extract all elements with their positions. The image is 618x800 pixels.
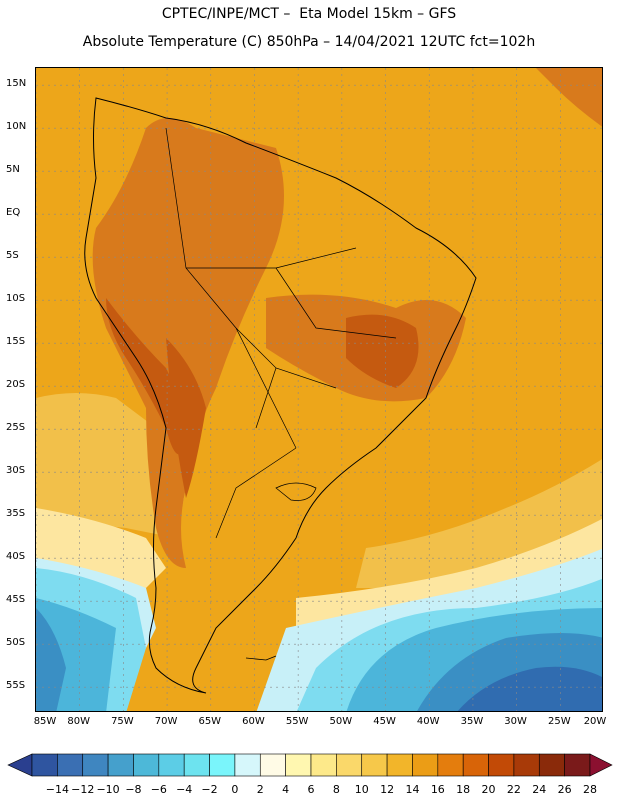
colorbar-box <box>538 753 565 777</box>
colorbar-box <box>209 753 236 777</box>
cold5-atlantic <box>457 666 602 711</box>
colorbar-box <box>336 753 363 777</box>
colorbar-label: 2 <box>256 783 264 796</box>
temperature-map[interactable] <box>35 67 603 712</box>
colorbar-label: 16 <box>430 783 445 796</box>
colorbar-box <box>158 753 185 777</box>
colorbar-label: 6 <box>307 783 315 796</box>
latitude-label: 25S <box>6 422 26 434</box>
colorbar-label: 24 <box>532 783 547 796</box>
latitude-label: 50S <box>6 637 26 649</box>
longitude-label: 30W <box>504 716 527 727</box>
latitude-label: 15S <box>6 336 26 348</box>
color-scale-bar <box>7 753 613 777</box>
colorbar-box <box>513 753 540 777</box>
latitude-label: 55S <box>6 680 26 692</box>
colorbar-label: 22 <box>506 783 521 796</box>
colorbar-label: −10 <box>96 783 120 796</box>
latitude-label: 15N <box>6 78 27 90</box>
latitude-label: 5N <box>6 164 20 176</box>
map-title-line1: CPTEC/INPE/MCT – Eta Model 15km – GFS <box>161 6 457 22</box>
colorbar-box <box>31 753 58 777</box>
colorbar-box <box>57 753 84 777</box>
colorbar-box <box>412 753 439 777</box>
longitude-label: 45W <box>373 716 396 727</box>
colorbar-label: −6 <box>150 783 167 796</box>
colorbar-label: 14 <box>405 783 420 796</box>
hot-patch-northeast <box>536 68 602 127</box>
latitude-label: 10S <box>6 293 26 305</box>
longitude-label: 60W <box>242 716 265 727</box>
colorbar-box <box>259 753 286 777</box>
colorbar-label: 12 <box>380 783 395 796</box>
colorbar-label: 4 <box>282 783 290 796</box>
latitude-label: 20S <box>6 379 26 391</box>
colorbar-box <box>361 753 388 777</box>
longitude-label: 75W <box>111 716 134 727</box>
longitude-label: 25W <box>547 716 571 727</box>
colorbar-box <box>133 753 160 777</box>
longitude-label: 65W <box>198 716 222 727</box>
latitude-label: 35S <box>6 508 26 520</box>
colorbar-box <box>488 753 515 777</box>
country-borders <box>165 127 397 539</box>
colorbar-label: −14 <box>45 783 69 796</box>
south-america-coastline <box>84 97 477 694</box>
colorbar-box <box>564 753 591 777</box>
longitude-label: 40W <box>416 716 440 727</box>
colorbar-box <box>386 753 413 777</box>
colorbar-overflow-arrow <box>589 753 613 777</box>
colorbar-box <box>310 753 337 777</box>
colorbar-label: −2 <box>201 783 218 796</box>
latitude-label: 40S <box>6 551 26 563</box>
latitude-label: 5S <box>6 250 19 262</box>
colorbar-box <box>82 753 109 777</box>
longitude-label: 85W <box>33 716 57 727</box>
map-title-line2: Absolute Temperature (C) 850hPa – 14/04/… <box>82 34 536 50</box>
longitude-label: 35W <box>460 716 484 727</box>
very-hot-plateau <box>346 314 419 388</box>
falkland-islands <box>245 655 277 661</box>
colorbar-label: 20 <box>481 783 496 796</box>
map-canvas <box>36 68 602 711</box>
hot-andes-band <box>92 118 285 568</box>
colorbar-label: 26 <box>557 783 572 796</box>
longitude-label: 20W <box>583 716 607 727</box>
latitude-label: 30S <box>6 465 26 477</box>
very-hot-andes <box>106 298 186 455</box>
cold4-pacific <box>36 608 66 711</box>
longitude-label: 55W <box>285 716 309 727</box>
rio-de-la-plata <box>275 482 317 501</box>
colorbar-box <box>107 753 134 777</box>
colorbar-box <box>183 753 210 777</box>
longitude-label: 80W <box>67 716 90 727</box>
latitude-label: EQ <box>6 207 21 219</box>
colorbar-box <box>462 753 489 777</box>
colorbar-label: −4 <box>176 783 193 796</box>
latitude-label: 10N <box>6 121 27 133</box>
colorbar-box <box>437 753 464 777</box>
colorbar-label: 0 <box>231 783 239 796</box>
colorbar-label: 8 <box>332 783 340 796</box>
longitude-label: 70W <box>154 716 178 727</box>
colorbar-label: 18 <box>456 783 471 796</box>
colorbar-label: −12 <box>71 783 95 796</box>
colorbar-underflow-arrow <box>7 753 33 777</box>
colorbar-box <box>285 753 312 777</box>
graticule <box>36 68 602 711</box>
colorbar-label: 10 <box>354 783 369 796</box>
very-hot-altiplano <box>166 338 206 498</box>
latitude-label: 45S <box>6 594 26 606</box>
colorbar-box <box>234 753 261 777</box>
colorbar-label: −8 <box>125 783 142 796</box>
colorbar-label: 28 <box>583 783 597 796</box>
longitude-label: 50W <box>329 716 353 727</box>
